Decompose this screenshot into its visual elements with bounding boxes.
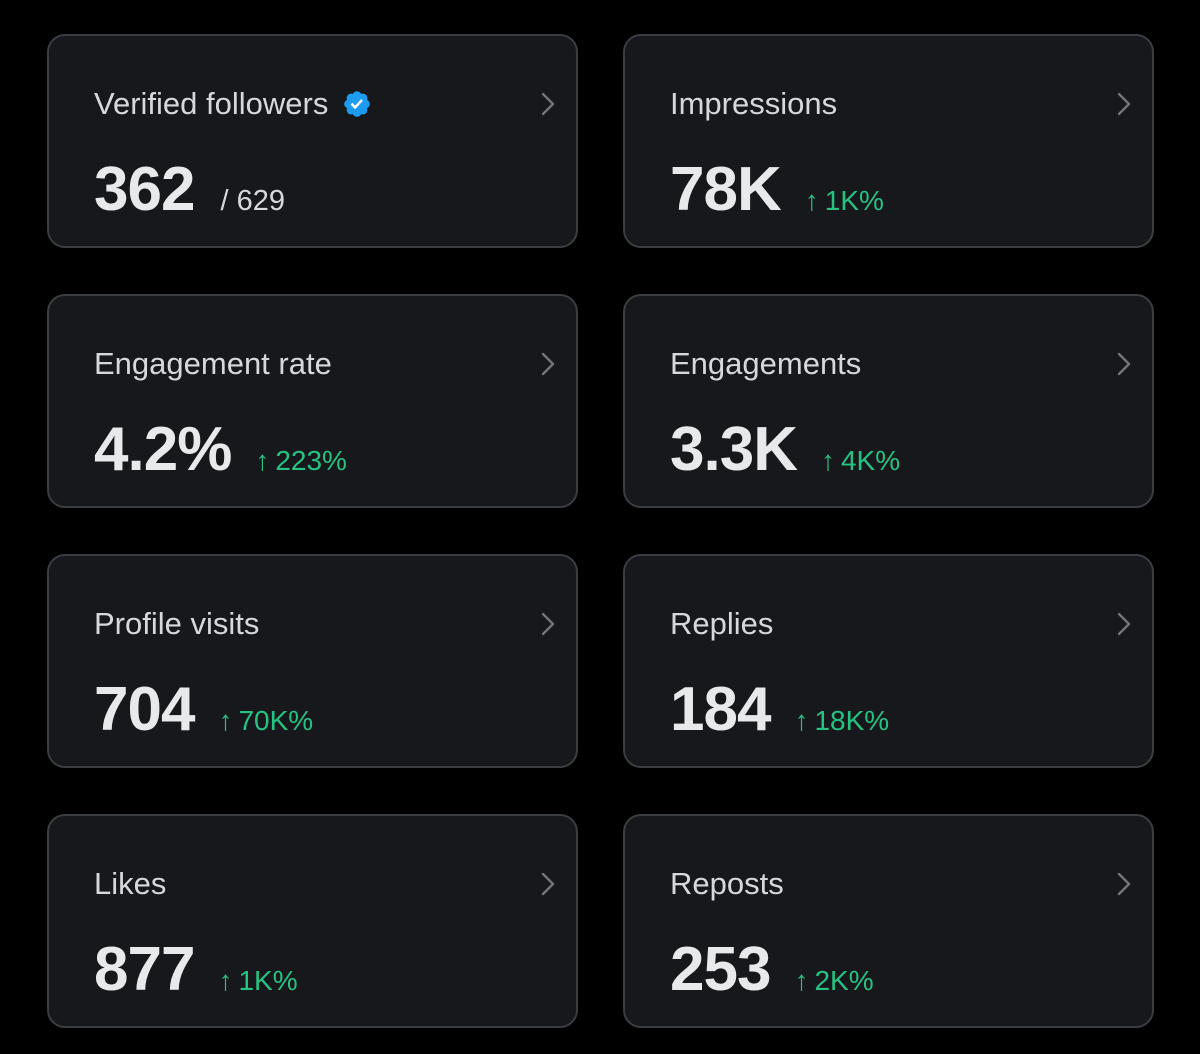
metric-value-row: 877 ↑ 1K% [94, 938, 298, 1002]
metric-value: 4.2% [94, 415, 232, 484]
chevron-right-icon[interactable] [1116, 611, 1132, 637]
metric-card-engagements[interactable]: Engagements 3.3K ↑ 4K% [623, 294, 1154, 508]
metric-title: Engagement rate [94, 346, 332, 381]
metric-title: Likes [94, 866, 167, 901]
metric-title-container: Reposts [670, 866, 784, 902]
metric-change-value: 1K% [238, 965, 298, 996]
metric-title: Engagements [670, 346, 862, 381]
metric-change: ↑ 18K% [794, 705, 889, 737]
metric-title-container: Engagements [670, 346, 861, 382]
metric-change-value: 4K% [840, 445, 901, 476]
metric-value-row: 78K ↑ 1K% [670, 158, 884, 222]
metric-card-verified-followers[interactable]: Verified followers 362 / 629 [47, 34, 578, 248]
arrow-up-icon: ↑ [218, 705, 233, 736]
arrow-up-icon: ↑ [255, 445, 270, 476]
metric-value: 184 [670, 675, 771, 744]
metric-value: 78K [670, 155, 782, 224]
metric-value-row: 704 ↑ 70K% [94, 678, 313, 742]
metric-card-reposts[interactable]: Reposts 253 ↑ 2K% [623, 814, 1154, 1028]
metric-value: 253 [670, 935, 771, 1004]
metric-title-container: Likes [94, 866, 166, 902]
metric-value-row: 3.3K ↑ 4K% [670, 418, 900, 482]
metric-change: ↑ 4K% [821, 445, 900, 477]
metric-card-profile-visits[interactable]: Profile visits 704 ↑ 70K% [47, 554, 578, 768]
metric-change-value: 223% [275, 445, 347, 476]
arrow-up-icon: ↑ [804, 185, 819, 216]
metric-title-container: Replies [670, 606, 773, 642]
chevron-right-icon[interactable] [540, 871, 556, 897]
metric-value: 877 [94, 935, 195, 1004]
analytics-metrics-grid: Verified followers 362 / 629 Impressions… [47, 34, 1154, 1028]
metric-value-row: 253 ↑ 2K% [670, 938, 874, 1002]
arrow-up-icon: ↑ [794, 705, 809, 736]
metric-change: ↑ 2K% [794, 965, 873, 997]
metric-change-value: 1K% [824, 185, 884, 216]
metric-change-value: 70K% [238, 705, 314, 736]
metric-value-row: 362 / 629 [94, 158, 285, 222]
arrow-up-icon: ↑ [794, 965, 809, 996]
arrow-up-icon: ↑ [218, 965, 233, 996]
metric-change: ↑ 1K% [218, 965, 297, 997]
metric-change-value: 18K% [814, 705, 890, 736]
metric-title: Verified followers [94, 86, 329, 121]
chevron-right-icon[interactable] [1116, 871, 1132, 897]
metric-change: ↑ 70K% [218, 705, 313, 737]
metric-title: Replies [670, 606, 774, 641]
verified-badge-icon [344, 91, 371, 117]
metric-change: ↑ 223% [255, 445, 347, 477]
metric-title-container: Engagement rate [94, 346, 332, 382]
metric-title: Profile visits [94, 606, 260, 641]
metric-title-container: Impressions [670, 86, 837, 122]
metric-change: ↑ 1K% [805, 185, 884, 217]
metric-card-impressions[interactable]: Impressions 78K ↑ 1K% [623, 34, 1154, 248]
metric-title: Impressions [670, 86, 838, 121]
metric-card-engagement-rate[interactable]: Engagement rate 4.2% ↑ 223% [47, 294, 578, 508]
metric-title: Reposts [670, 866, 784, 901]
metric-value-row: 4.2% ↑ 223% [94, 418, 347, 482]
metric-card-replies[interactable]: Replies 184 ↑ 18K% [623, 554, 1154, 768]
metric-title-container: Verified followers [94, 86, 372, 122]
metric-value: 362 [94, 155, 195, 224]
metric-total: / 629 [220, 185, 285, 217]
metric-value: 704 [94, 675, 195, 744]
metric-change-value: 2K% [814, 965, 874, 996]
metric-card-likes[interactable]: Likes 877 ↑ 1K% [47, 814, 578, 1028]
arrow-up-icon: ↑ [820, 445, 835, 476]
metric-title-container: Profile visits [94, 606, 259, 642]
chevron-right-icon[interactable] [1116, 351, 1132, 377]
chevron-right-icon[interactable] [540, 611, 556, 637]
chevron-right-icon[interactable] [540, 91, 556, 117]
chevron-right-icon[interactable] [1116, 91, 1132, 117]
metric-value: 3.3K [670, 415, 798, 484]
metric-value-row: 184 ↑ 18K% [670, 678, 889, 742]
chevron-right-icon[interactable] [540, 351, 556, 377]
